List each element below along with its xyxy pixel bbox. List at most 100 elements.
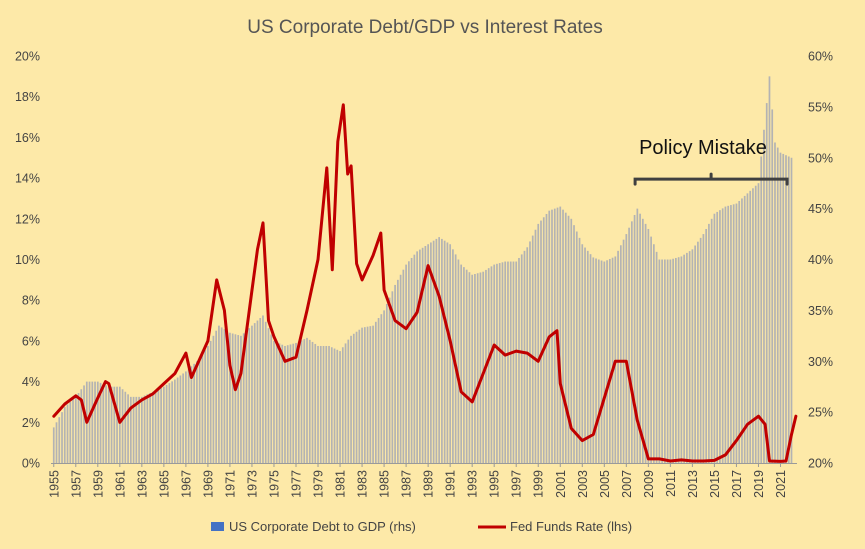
debt-bar xyxy=(460,264,463,463)
debt-bar xyxy=(578,237,581,463)
debt-bar xyxy=(207,345,209,463)
debt-bar xyxy=(581,244,584,463)
debt-bar xyxy=(443,240,446,463)
debt-bar xyxy=(619,245,622,463)
x-tick-label: 1957 xyxy=(69,470,83,498)
debt-bar xyxy=(710,218,713,463)
x-tick-label: 1955 xyxy=(47,470,61,498)
x-tick-label: 1989 xyxy=(422,470,436,498)
x-tick-label: 1995 xyxy=(488,470,502,498)
debt-bar xyxy=(446,242,449,463)
debt-bar xyxy=(779,152,782,463)
debt-bar xyxy=(754,185,757,464)
debt-bar xyxy=(251,325,253,463)
debt-bar xyxy=(157,389,160,463)
debt-bar xyxy=(410,257,413,463)
debt-bar xyxy=(99,382,102,463)
debt-bar xyxy=(267,328,270,463)
x-tick-label: 1969 xyxy=(201,470,215,498)
debt-bar xyxy=(768,76,771,463)
debt-bar xyxy=(774,142,776,464)
debt-bar xyxy=(308,339,311,463)
debt-bar xyxy=(771,109,774,464)
debt-bar xyxy=(441,238,443,463)
bars-layer xyxy=(52,76,793,464)
debt-bar xyxy=(457,259,460,463)
x-tick-label: 2003 xyxy=(576,470,590,498)
x-tick-label: 1963 xyxy=(135,470,149,498)
debt-bar xyxy=(463,267,465,463)
x-tick-label: 2005 xyxy=(598,470,612,498)
debt-bar xyxy=(468,272,471,463)
y-left-tick-label: 12% xyxy=(15,212,40,226)
debt-bar xyxy=(61,412,63,464)
debt-bar xyxy=(132,396,135,463)
debt-bar xyxy=(424,246,427,463)
debt-bar xyxy=(190,366,193,463)
debt-bar xyxy=(699,237,702,463)
debt-bar xyxy=(171,381,173,463)
debt-bar xyxy=(523,250,526,463)
debt-bar xyxy=(388,297,391,463)
debt-bar xyxy=(597,259,600,463)
debt-bar xyxy=(311,341,314,463)
debt-bar xyxy=(537,223,540,463)
debt-bar xyxy=(741,198,743,463)
debt-bar xyxy=(355,331,358,463)
debt-bar xyxy=(644,223,647,463)
debt-bar xyxy=(253,323,256,463)
debt-bar xyxy=(727,205,730,463)
debt-bar xyxy=(303,339,306,463)
debt-bar xyxy=(405,264,407,463)
debt-bar xyxy=(138,396,140,463)
debt-bar xyxy=(763,129,765,463)
debt-bar xyxy=(259,318,262,463)
debt-bar xyxy=(380,314,383,463)
debt-bar xyxy=(91,381,94,463)
debt-bar xyxy=(697,241,699,463)
x-tick-label: 2021 xyxy=(774,470,788,498)
debt-bar xyxy=(782,153,785,463)
debt-bar xyxy=(603,261,606,463)
x-tick-label: 2015 xyxy=(708,470,722,498)
debt-bar xyxy=(363,327,366,463)
x-tick-label: 1979 xyxy=(312,470,326,498)
debt-bar xyxy=(295,342,297,463)
debt-bar xyxy=(322,345,325,463)
debt-bar xyxy=(575,231,578,463)
debt-bar xyxy=(680,256,683,463)
debt-bar xyxy=(204,349,207,463)
debt-bar xyxy=(630,221,633,463)
y-right-tick-label: 40% xyxy=(808,253,833,267)
debt-bar xyxy=(515,261,518,463)
debt-bar xyxy=(339,351,341,463)
debt-bar xyxy=(686,252,688,463)
debt-bar xyxy=(691,249,694,463)
debt-bar xyxy=(776,147,779,463)
debt-bar xyxy=(394,284,396,463)
debt-bar xyxy=(118,386,121,463)
debt-bar xyxy=(713,213,716,463)
debt-bar xyxy=(540,220,542,463)
debt-bar xyxy=(69,401,72,463)
debt-bar xyxy=(474,274,476,463)
debt-bar xyxy=(432,240,435,463)
debt-bar xyxy=(168,383,171,463)
debt-bar xyxy=(245,330,248,463)
debt-bar xyxy=(724,206,727,463)
debt-bar xyxy=(297,341,300,463)
x-tick-label: 1999 xyxy=(532,470,546,498)
debt-bar xyxy=(154,390,157,463)
debt-bar xyxy=(683,254,685,463)
y-left-tick-label: 4% xyxy=(22,375,40,389)
debt-bar xyxy=(163,386,165,463)
debt-bar xyxy=(586,250,589,463)
y-left-tick-label: 18% xyxy=(15,90,40,104)
y-right-tick-label: 35% xyxy=(808,304,833,318)
debt-bar xyxy=(562,209,564,463)
debt-bar xyxy=(72,399,74,463)
debt-bar xyxy=(361,327,363,463)
debt-bar xyxy=(102,384,105,463)
debt-bar xyxy=(182,373,184,463)
debt-bar xyxy=(300,340,303,463)
